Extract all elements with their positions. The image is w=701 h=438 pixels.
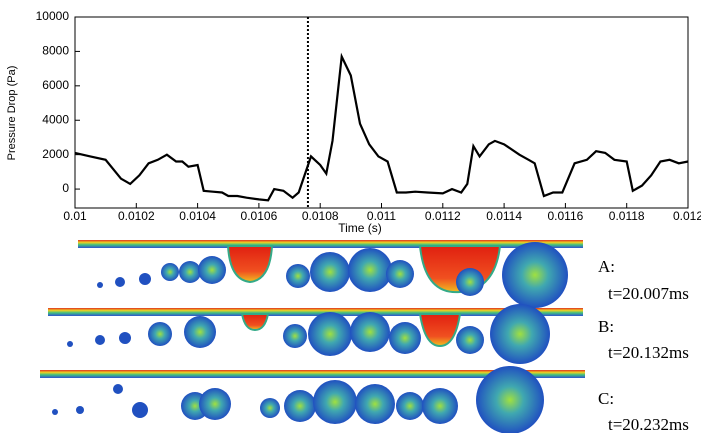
x-tick-label: 0.0102	[118, 209, 155, 223]
panel-time: t=20.232ms	[608, 415, 689, 433]
y-axis-label: Pressure Drop (Pa)	[6, 66, 18, 161]
y-tick-label: 10000	[36, 9, 70, 23]
x-tick-label: 0.0116	[547, 209, 583, 223]
simulation-images	[40, 240, 585, 434]
x-tick-label: 0.0112	[425, 209, 461, 223]
x-tick-label: 0.0118	[609, 209, 645, 223]
x-tick-label: 0.01	[63, 209, 87, 223]
y-tick-label: 4000	[42, 112, 69, 126]
y-tick-label: 6000	[42, 78, 69, 92]
x-tick-label: 0.011	[367, 209, 396, 223]
x-tick-label: 0.0106	[241, 209, 278, 223]
x-tick-label: 0.012	[673, 209, 701, 223]
x-tick-label: 0.0108	[302, 209, 339, 223]
x-tick-label: 0.0114	[486, 209, 522, 223]
panel-time: t=20.132ms	[608, 343, 689, 362]
panel-label: C:	[598, 389, 614, 408]
panel-label: A:	[598, 257, 615, 276]
panel-time: t=20.007ms	[608, 284, 689, 303]
y-tick-label: 2000	[42, 147, 69, 161]
y-tick-label: 0	[62, 181, 69, 195]
x-tick-label: 0.0104	[179, 209, 216, 223]
x-axis-label: Time (s)	[338, 221, 382, 235]
data-line	[74, 52, 689, 202]
y-tick-label: 8000	[42, 44, 69, 58]
panel-label: B:	[598, 317, 614, 336]
plot-frame	[74, 16, 689, 209]
